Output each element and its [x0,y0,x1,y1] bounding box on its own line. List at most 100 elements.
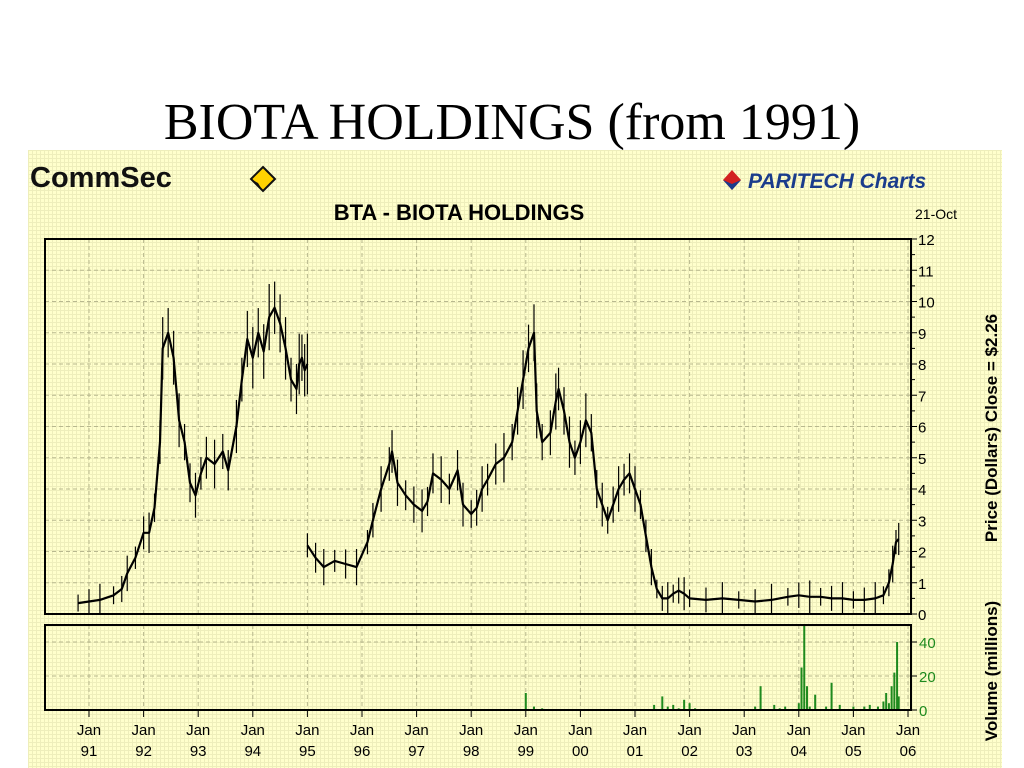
volume-bar [800,667,803,710]
x-tick-label-month: Jan [77,722,101,739]
volume-plot-frame [44,624,912,711]
volume-bar [773,704,776,710]
volume-bar [890,686,893,710]
x-tick-label-month: Jan [841,722,865,739]
volume-bar [887,703,890,710]
price-tick-label: 9 [918,326,926,343]
price-tick-label: 0 [918,607,926,624]
x-tick-label-month: Jan [678,722,702,739]
volume-bar [863,706,866,710]
panel-background [28,150,1002,768]
x-tick-label-month: Jan [787,722,811,739]
price-axis-label: Price (Dollars) Close = $2.26 [982,314,1001,542]
volume-bar [683,699,686,710]
price-tick-label: 6 [918,420,926,437]
commsec-logo-text: CommSec [30,162,172,194]
x-tick-label-month: Jan [732,722,756,739]
x-tick-label-year: 97 [408,743,425,760]
volume-tick-label: 20 [919,669,936,686]
x-tick-label-month: Jan [295,722,319,739]
volume-bars [524,625,900,710]
x-tick-label-year: 93 [190,743,207,760]
x-tick-label-year: 06 [900,743,917,760]
x-tick-label-month: Jan [405,722,429,739]
x-tick-label-year: 91 [81,743,98,760]
price-tick-label: 4 [918,482,926,499]
x-axis-ticks: Jan 91 Jan 92 Jan 93 Jan 94 Jan 95 Jan 96 Jan 97 Jan 98… [77,710,920,760]
volume-bar [759,686,762,710]
volume-bar [666,706,669,710]
x-tick-label-year: 02 [681,743,698,760]
x-tick-label-year: 95 [299,743,316,760]
volume-bar [688,703,691,710]
x-tick-label-year: 05 [845,743,862,760]
x-tick-label-year: 03 [736,743,753,760]
price-series [77,281,900,614]
volume-bar [814,694,817,710]
paritech-logo: PARITECH Charts [723,170,926,193]
volume-axis-label: Volume (millions) [982,601,1001,741]
x-tick-label-month: Jan [186,722,210,739]
x-tick-label-year: 94 [244,743,261,760]
volume-bar [532,706,535,710]
slide-title: BIOTA HOLDINGS (from 1991) [163,94,861,151]
x-tick-label-year: 98 [463,743,480,760]
x-tick-label-month: Jan [514,722,538,739]
volume-bar [882,701,885,710]
x-tick-label-year: 92 [135,743,152,760]
price-tick-label: 7 [918,388,926,405]
price-tick-label: 1 [918,576,926,593]
x-tick-label-month: Jan [241,722,265,739]
volume-tick-label: 40 [919,635,936,652]
volume-tick-label: 0 [919,703,927,720]
volume-bar [803,625,806,710]
x-tick-label-year: 00 [572,743,589,760]
price-tick-label: 10 [918,295,935,312]
x-tick-label-month: Jan [568,722,592,739]
chart-title: BTA - BIOTA HOLDINGS [334,200,585,225]
x-tick-label-month: Jan [132,722,156,739]
volume-bar [868,704,871,710]
x-tick-label-month: Jan [623,722,647,739]
commsec-diamond-icon [249,165,277,193]
x-tick-label-month: Jan [459,722,483,739]
price-line [306,331,900,603]
x-tick-label-year: 01 [627,743,644,760]
price-tick-label: 11 [918,263,934,280]
x-tick-label-year: 99 [517,743,534,760]
volume-bar [885,693,888,710]
volume-bar [825,706,828,710]
volume-bar [524,693,527,710]
paritech-logo-text: PARITECH Charts [748,170,926,193]
chart-panel: CommSec PARITECH Charts BTA - BIOTA HOLD… [28,150,1002,768]
x-tick-label-year: 04 [790,743,807,760]
price-tick-label: 3 [918,513,926,530]
volume-bar [838,704,841,710]
volume-bar [830,682,833,710]
volume-bar [896,642,899,710]
volume-bar [653,704,656,710]
volume-bar [893,672,896,710]
volume-bar [797,703,800,710]
x-tick-label-month: Jan [896,722,920,739]
volume-bar [876,706,879,710]
diamond-icon [723,170,741,190]
x-tick-label-month: Jan [350,722,374,739]
volume-bar [672,704,675,710]
volume-bar [808,706,811,710]
commsec-logo: CommSec [30,162,277,194]
volume-bar [897,696,900,710]
volume-bar [661,696,664,710]
volume-bar [784,706,787,710]
chart-date: 21-Oct [915,206,957,222]
volume-bar [805,686,808,710]
price-tick-label: 5 [918,451,926,468]
price-tick-label: 2 [918,545,926,562]
volume-axis-ticks: 0 20 40 [911,635,936,720]
price-tick-label: 12 [918,232,935,249]
x-tick-label-year: 96 [354,743,371,760]
volume-bar [754,706,757,710]
price-tick-label: 8 [918,357,926,374]
volume-bar [852,706,855,710]
